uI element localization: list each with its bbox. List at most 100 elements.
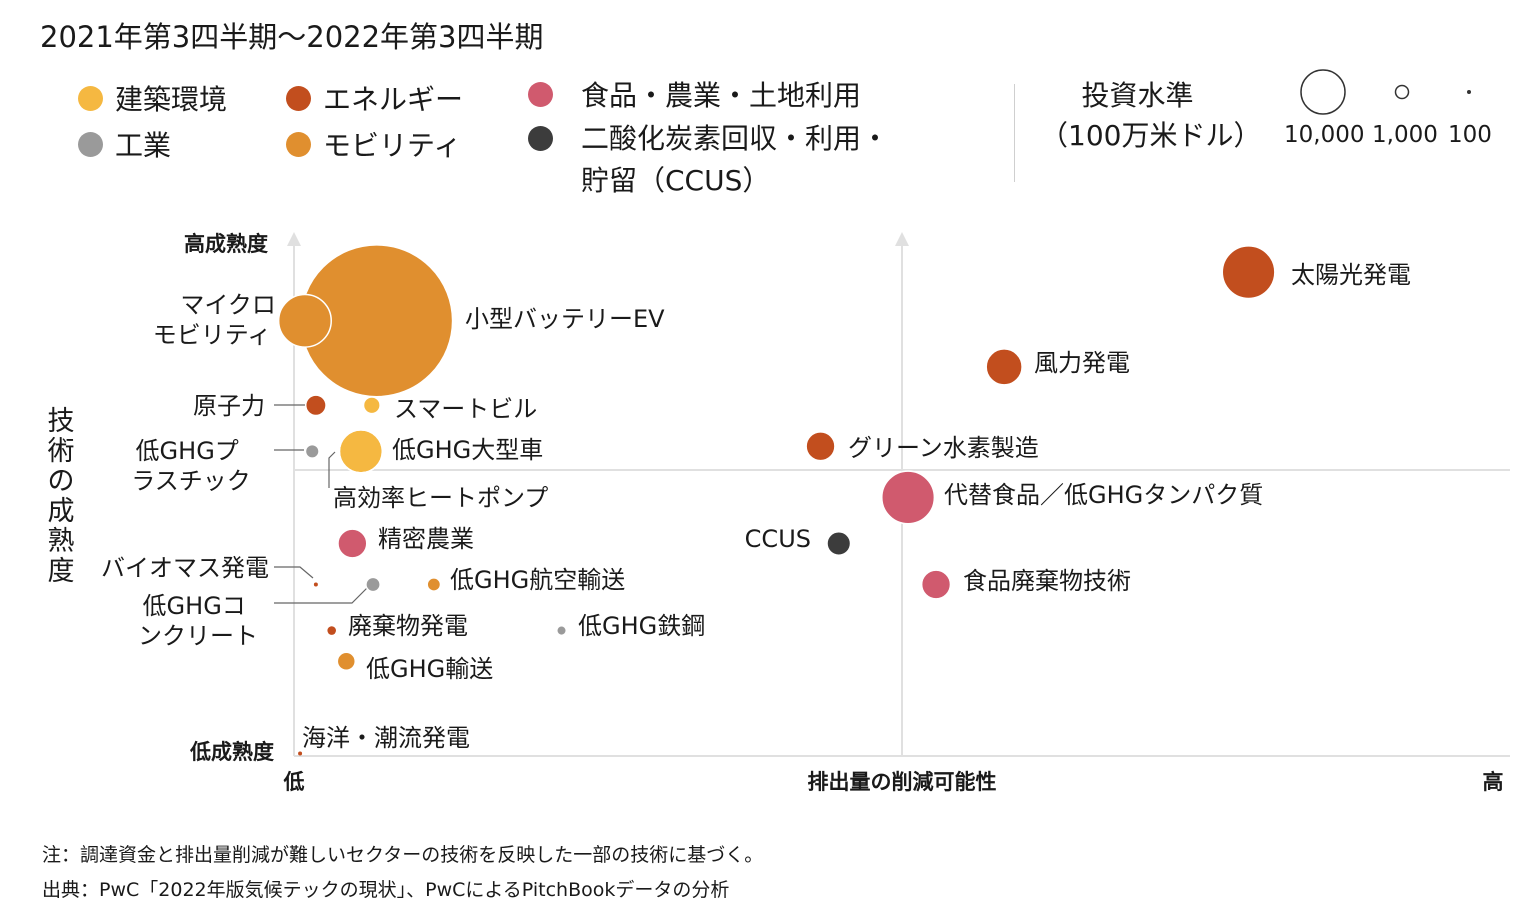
size-legend-circle-10000 (1300, 69, 1346, 115)
bubbles (277, 244, 1276, 756)
leader-lines (274, 404, 371, 604)
bubble-1 (277, 293, 332, 348)
legend-label-ccus: 二酸化炭素回収・利用・ 貯留（CCUS） (581, 118, 889, 202)
legend-label-ccus-line1: 二酸化炭素回収・利用・ (581, 122, 890, 155)
point-label-heat-pump: 高効率ヒートポンプ (333, 484, 548, 512)
y-axis-title-char: 術 (48, 436, 75, 467)
legend-label-building: 建築環境 (115, 83, 228, 116)
point-label-solar: 太陽光発電 (1291, 261, 1411, 289)
chart-title: 2021年第3四半期～2022年第3四半期 (40, 20, 544, 54)
point-label-alt-protein: 代替食品／低GHGタンパク質 (944, 481, 1263, 509)
point-label-ocean: 海洋・潮流発電 (302, 724, 470, 752)
bubble-4 (304, 394, 327, 417)
point-label-small-bev: 小型バッテリーEV (465, 305, 665, 333)
bubble-5 (362, 396, 381, 415)
size-legend-label-10000: 10,000 (1284, 122, 1365, 148)
point-label-green-hydrogen: グリーン水素製造 (848, 434, 1039, 462)
size-legend-circle-1000 (1394, 84, 1410, 100)
point-label-plastic-line2: ラスチック (131, 467, 251, 495)
point-label-plastic-line1: 低GHGプ (136, 437, 239, 465)
chart-notes: 注：調達資金と排出量削減が難しいセクターの技術を反映した一部の技術に基づく。 出… (42, 838, 763, 908)
bubble-13 (313, 582, 318, 587)
legend-dot-ccus (528, 126, 553, 151)
legend-label-industry: 工業 (115, 129, 172, 162)
bubble-11 (337, 528, 368, 559)
x-axis-low-label: 低 (283, 770, 305, 794)
bubble-6 (304, 443, 320, 459)
point-label-waste-to-energy: 廃棄物発電 (348, 612, 468, 640)
legend-dot-food (528, 81, 553, 107)
y-axis-title-char: 技 (48, 406, 75, 437)
size-legend-circles (1300, 69, 1471, 115)
legend-item-mobility: モビリティ (286, 124, 461, 164)
bubble-16 (920, 569, 952, 600)
bubble-9 (805, 431, 836, 462)
bubble-17 (327, 626, 336, 635)
y-axis-low-label: 低成熟度 (189, 740, 274, 764)
source-text: 出典：PwC「2022年版気候テックの現状」、PwCによるPitchBookデー… (42, 879, 730, 901)
y-axis-title-char: 度 (48, 556, 75, 587)
leader-line-concrete (274, 584, 371, 604)
leader-line-heatpump (328, 451, 336, 488)
point-label-wind: 風力発電 (1034, 349, 1130, 377)
point-label-micromobility-line2: モビリティ (153, 321, 272, 349)
note-text: 注：調達資金と排出量削減が難しいセクターの技術を反映した一部の技術に基づく。 (42, 844, 764, 866)
y-axis-title: 技術の成熟度 (48, 406, 75, 587)
legend-dot-building (78, 85, 103, 111)
y-axis-title-char: の (48, 466, 75, 497)
point-labels: 小型バッテリーEV マイクロ モビリティ 太陽光発電 風力発電 原子力 スマート… (101, 261, 1411, 752)
mid-vertical-arrow (895, 232, 909, 246)
legend-label-mobility: モビリティ (323, 129, 462, 162)
bubble-chart: 高成熟度 低成熟度 低 排出量の削減可能性 高 技術の成熟度 小型バッテリーEV… (48, 232, 1510, 794)
size-legend-label-1000: 1,000 (1372, 122, 1438, 148)
legend-label-energy: エネルギー (323, 83, 464, 116)
size-legend-title: 投資水準 （100万米ドル） (1040, 76, 1261, 156)
bubble-18 (557, 626, 566, 635)
leader-line-biomass (274, 566, 314, 579)
point-label-smart-building: スマートビル (394, 395, 537, 423)
legend-item-industry: 工業 (78, 124, 171, 164)
legend-item-building: 建築環境 (78, 78, 227, 118)
size-legend-circle-100 (1467, 90, 1471, 94)
bubble-2 (1221, 245, 1276, 300)
x-axis-title: 排出量の削減可能性 (808, 770, 997, 794)
legend-item-ccus: 二酸化炭素回収・利用・ 貯留（CCUS） (528, 118, 889, 202)
bubble-12 (826, 531, 852, 557)
point-label-heavy-truck: 低GHG大型車 (392, 436, 543, 464)
bubble-8 (338, 429, 384, 474)
x-axis-high-label: 高 (1483, 770, 1504, 794)
point-label-biomass: バイオマス発電 (101, 554, 269, 582)
legend-dot-energy (286, 85, 311, 111)
point-label-precision-ag: 精密農業 (378, 525, 474, 553)
point-label-micromobility: マイクロ モビリティ (153, 291, 284, 349)
y-axis-title-char: 成 (48, 496, 75, 527)
legend-dot-industry (78, 131, 103, 157)
legend-item-energy: エネルギー (286, 78, 463, 118)
point-label-nuclear: 原子力 (193, 392, 265, 420)
point-label-ccus: CCUS (745, 525, 811, 553)
point-label-shipping: 低GHG輸送 (366, 655, 493, 683)
bubble-3 (985, 348, 1023, 386)
point-label-micromobility-line1: マイクロ (180, 291, 276, 319)
y-axis-arrow (287, 232, 301, 246)
bubble-14 (365, 576, 381, 593)
legend-label-food: 食品・農業・土地利用 (581, 79, 862, 112)
point-label-aviation: 低GHG航空輸送 (450, 566, 625, 594)
bubble-15 (427, 578, 440, 591)
point-label-plastic: 低GHGプ ラスチック (131, 437, 251, 495)
legend-item-food: 食品・農業・土地利用 (528, 74, 861, 114)
legend-dot-mobility (286, 131, 311, 157)
point-label-concrete-line1: 低GHGコ (143, 592, 246, 620)
legend-divider (1014, 84, 1015, 182)
y-axis-title-char: 熟 (48, 526, 75, 557)
y-axis-high-label: 高成熟度 (184, 232, 268, 256)
size-legend-title-line1: 投資水準 (1081, 79, 1194, 112)
point-label-concrete: 低GHGコ ンクリート (138, 592, 258, 650)
legend-label-ccus-line2: 貯留（CCUS） (581, 164, 771, 197)
size-legend-label-100: 100 (1448, 122, 1492, 148)
point-label-food-waste: 食品廃棄物技術 (963, 567, 1131, 595)
bubble-19 (336, 651, 357, 672)
point-label-concrete-line2: ンクリート (138, 622, 258, 650)
size-legend-title-line2: （100万米ドル） (1040, 119, 1262, 152)
bubble-20 (298, 751, 303, 756)
